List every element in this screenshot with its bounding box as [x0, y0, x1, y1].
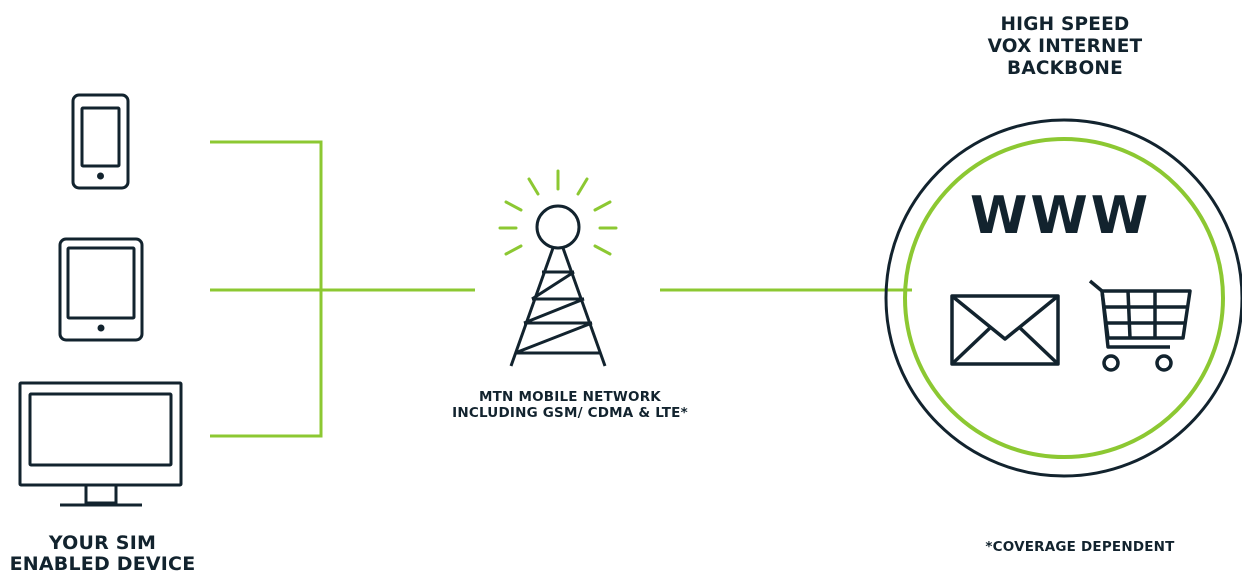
network-label-line2: INCLUDING GSM/ CDMA & LTE* — [452, 405, 688, 422]
smartphone-icon — [71, 93, 130, 190]
device-label: YOUR SIM ENABLED DEVICE — [0, 532, 205, 576]
backbone-label: HIGH SPEED VOX INTERNET BACKBONE — [965, 14, 1165, 81]
shopping-cart-icon — [1088, 279, 1192, 372]
www-label: WWW — [970, 186, 1152, 246]
monitor-icon — [18, 381, 183, 507]
network-label-line1: MTN MOBILE NETWORK — [479, 389, 661, 405]
coverage-footnote: *COVERAGE DEPENDENT — [985, 539, 1175, 555]
device-label-line1: YOUR SIM — [48, 532, 157, 554]
backbone-label-line2: VOX INTERNET — [987, 36, 1143, 58]
network-label: MTN MOBILE NETWORK INCLUDING GSM/ CDMA &… — [420, 389, 720, 421]
connector-lines — [210, 140, 912, 438]
device-label-line2: ENABLED DEVICE — [9, 553, 196, 576]
signal-waves-icon — [498, 169, 618, 256]
envelope-icon — [950, 294, 1060, 366]
cell-tower-icon — [509, 204, 607, 367]
backbone-outer-circle — [884, 118, 1242, 478]
backbone-label-line1: HIGH SPEED — [1000, 14, 1130, 35]
backbone-label-line3: BACKBONE — [1007, 58, 1123, 80]
tablet-icon — [58, 237, 144, 342]
backbone-inner-circle — [903, 137, 1225, 459]
